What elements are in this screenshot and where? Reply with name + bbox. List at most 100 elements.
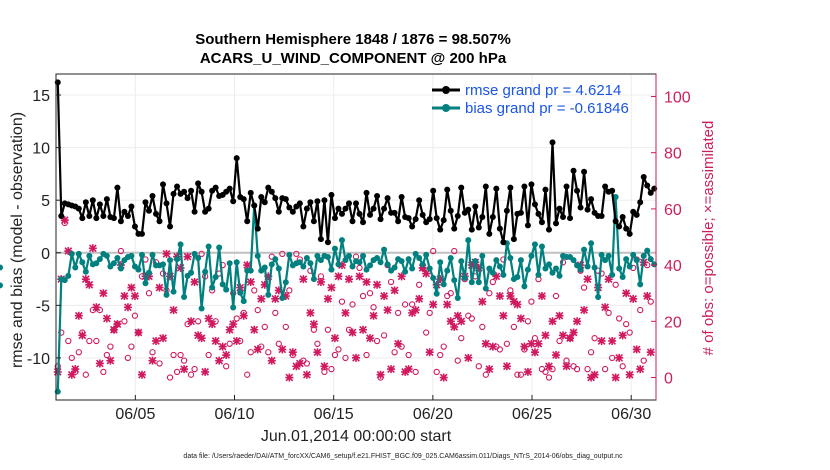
bias-point	[479, 252, 486, 259]
obs-possible-marker	[149, 349, 156, 356]
obs-possible-marker	[416, 281, 423, 288]
obs-possible-marker	[612, 281, 619, 288]
obs-possible-marker	[451, 247, 458, 255]
bias-point	[233, 259, 240, 266]
rmse-point	[647, 189, 654, 196]
obs-possible-marker	[117, 247, 125, 255]
obs-assimilated-marker	[257, 294, 266, 303]
x-tick-label: 06/10	[214, 406, 254, 423]
bias-point	[402, 268, 409, 275]
rmse-point	[395, 218, 402, 225]
rmse-point	[479, 214, 486, 221]
obs-possible-marker	[423, 329, 430, 336]
bias-point	[538, 243, 545, 250]
obs-assimilated-marker	[474, 263, 483, 272]
rmse-point	[367, 211, 374, 218]
obs-assimilated-marker	[534, 339, 543, 348]
obs-assimilated-marker	[162, 249, 171, 258]
obs-possible-marker	[486, 290, 493, 297]
obs-possible-marker	[314, 340, 321, 347]
rmse-point	[581, 168, 588, 175]
obs-assimilated-marker	[646, 348, 655, 357]
x-tick-label: 06/15	[314, 406, 354, 423]
bias-point	[598, 251, 605, 258]
rmse-point	[412, 216, 419, 223]
bias-point	[268, 261, 275, 268]
obs-assimilated-marker	[601, 303, 610, 312]
obs-assimilated-marker	[341, 308, 350, 317]
obs-assimilated-marker	[120, 292, 129, 301]
obs-assimilated-marker	[260, 280, 269, 289]
obs-count-markers	[53, 216, 655, 382]
bias-point	[163, 291, 170, 298]
obs-assimilated-marker	[436, 275, 445, 284]
obs-assimilated-marker	[604, 275, 613, 284]
obs-possible-marker	[191, 365, 198, 373]
bias-point	[223, 286, 230, 293]
bias-point	[381, 246, 388, 253]
bias-point	[296, 259, 303, 266]
obs-assimilated-marker	[169, 306, 178, 315]
bias-point	[103, 252, 110, 259]
obs-possible-marker	[124, 354, 132, 361]
rmse-point	[349, 218, 356, 225]
obs-assimilated-marker	[359, 325, 368, 334]
rmse-point	[265, 184, 272, 191]
rmse-point	[609, 187, 616, 194]
rmse-point	[89, 197, 96, 204]
x-tick-label: 06/20	[413, 406, 453, 423]
obs-assimilated-marker	[232, 336, 241, 345]
rmse-point	[496, 225, 503, 232]
rmse-point	[619, 214, 626, 221]
rmse-point	[560, 214, 567, 221]
rmse-point	[230, 198, 237, 205]
obs-possible-marker	[370, 304, 377, 311]
obs-possible-marker	[328, 365, 335, 373]
obs-assimilated-marker	[394, 339, 403, 348]
obs-possible-marker	[121, 318, 128, 325]
bias-point	[177, 241, 184, 248]
obs-assimilated-marker	[81, 275, 90, 284]
rmse-point	[633, 211, 640, 218]
rmse-point	[577, 204, 584, 211]
obs-assimilated-marker	[60, 216, 69, 225]
obs-assimilated-marker	[208, 320, 217, 329]
y-tick-label: -5	[36, 298, 50, 315]
rmse-point	[160, 181, 167, 188]
obs-assimilated-marker	[597, 336, 606, 345]
rmse-point	[156, 218, 163, 225]
obs-possible-marker	[226, 340, 233, 347]
obs-possible-marker	[405, 351, 412, 359]
rmse-point	[314, 198, 321, 205]
obs-possible-marker	[107, 343, 114, 350]
obs-assimilated-marker	[485, 365, 494, 374]
obs-assimilated-marker	[95, 359, 104, 368]
rmse-point	[640, 174, 647, 181]
rmse-point	[244, 218, 251, 225]
rmse-point	[240, 196, 247, 203]
obs-possible-marker	[454, 357, 461, 364]
bias-point	[237, 289, 244, 296]
obs-possible-marker	[205, 351, 212, 359]
obs-assimilated-marker	[418, 263, 427, 272]
bias-point	[451, 277, 458, 284]
bias-point	[384, 261, 391, 268]
obs-assimilated-marker	[243, 261, 252, 270]
obs-possible-marker	[608, 354, 616, 361]
bias-point	[110, 260, 117, 267]
bias-point	[521, 283, 528, 290]
obs-assimilated-marker	[320, 362, 329, 371]
obs-assimilated-marker	[541, 331, 550, 340]
bias-point	[160, 261, 167, 268]
bias-point	[588, 240, 595, 247]
rmse-point	[303, 205, 310, 212]
obs-possible-marker	[524, 318, 532, 325]
rmse-point	[131, 223, 138, 230]
rmse-point	[517, 209, 524, 216]
rmse-point	[79, 215, 86, 222]
bias-point	[261, 264, 268, 271]
obs-assimilated-marker	[355, 272, 364, 281]
rmse-point	[170, 190, 177, 197]
bias-point	[230, 304, 237, 311]
obs-possible-marker	[349, 301, 356, 308]
